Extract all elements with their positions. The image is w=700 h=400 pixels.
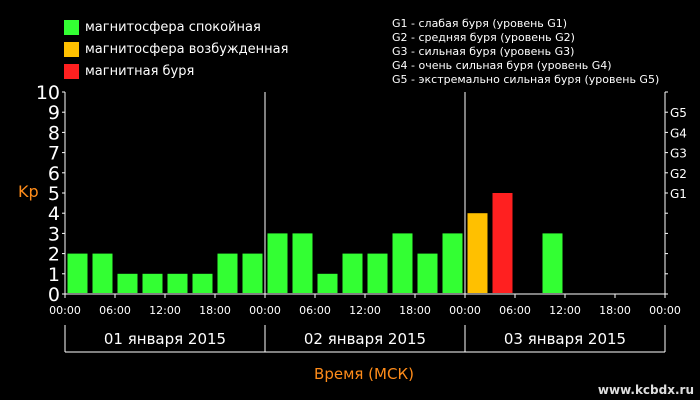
day-label: 02 января 2015 <box>304 330 426 348</box>
kp-bar <box>92 253 113 293</box>
kp-bar <box>167 273 188 293</box>
x-tick-label: 12:00 <box>149 304 181 317</box>
x-tick-label: 06:00 <box>99 304 131 317</box>
x-tick-label: 00:00 <box>649 304 681 317</box>
y-tick-label: 9 <box>48 102 60 124</box>
g-level-labels: G1 G2 G3 G4 G5 <box>670 106 687 201</box>
g-legend-item: G4 - очень сильная буря (уровень G4) <box>392 59 612 72</box>
kp-bar <box>467 213 488 293</box>
kp-bar <box>267 233 288 293</box>
x-axis-title: Время (МСК) <box>314 365 414 383</box>
g-legend-item: G1 - слабая буря (уровень G1) <box>392 17 568 30</box>
y-tick-label: 3 <box>48 223 60 245</box>
kp-bar <box>67 253 88 293</box>
legend-swatch <box>64 63 79 79</box>
legend-label: магнитосфера спокойная <box>85 19 261 35</box>
y-tick-label: 0 <box>48 284 60 306</box>
y-tick-label: 8 <box>48 122 60 144</box>
legend-item-storm: магнитная буря <box>64 60 288 82</box>
x-tick-label: 06:00 <box>299 304 331 317</box>
kp-bar <box>492 193 513 293</box>
kp-bar <box>142 273 163 293</box>
y-axis-title: Kp <box>18 182 39 201</box>
g-legend-item: G5 - экстремально сильная буря (уровень … <box>392 73 660 86</box>
kp-bar <box>342 253 363 293</box>
x-tick-label: 06:00 <box>499 304 531 317</box>
y-tick-label: 5 <box>48 183 60 205</box>
y-tick-label: 1 <box>48 264 60 286</box>
day-labels: 01 января 2015 02 января 2015 03 января 20… <box>104 330 626 348</box>
kp-bar <box>217 253 238 293</box>
x-tick-label: 00:00 <box>449 304 481 317</box>
y-tick-label: 10 <box>36 82 60 104</box>
legend-swatch <box>64 19 79 35</box>
kp-bar <box>542 233 563 293</box>
g-level-label: G3 <box>670 147 687 161</box>
kp-bar <box>392 233 413 293</box>
g-level-label: G5 <box>670 106 687 120</box>
watermark: www.kcbdx.ru <box>597 383 694 397</box>
day-label: 03 января 2015 <box>504 330 626 348</box>
kp-bar <box>367 253 388 293</box>
kp-bar <box>442 233 463 293</box>
y-tick-label: 7 <box>48 143 60 165</box>
chart-axes <box>62 91 668 353</box>
kp-bar <box>117 273 138 293</box>
x-tick-label: 18:00 <box>599 304 631 317</box>
day-label: 01 января 2015 <box>104 330 226 348</box>
legend-item-quiet: магнитосфера спокойная <box>64 16 288 38</box>
legend-label: магнитная буря <box>85 63 195 79</box>
legend-item-active: магнитосфера возбужденная <box>64 38 288 60</box>
kp-bar <box>417 253 438 293</box>
x-tick-label: 12:00 <box>349 304 381 317</box>
g-level-label: G1 <box>670 187 687 201</box>
x-tick-labels: 00:00 06:00 12:00 18:00 00:00 06:00 12:00 18:00… <box>49 304 681 317</box>
g-level-label: G4 <box>670 126 687 140</box>
color-legend: магнитосфера спокойная магнитосфера возб… <box>64 16 288 82</box>
x-tick-label: 18:00 <box>399 304 431 317</box>
kp-bar <box>242 253 263 293</box>
x-tick-label: 12:00 <box>549 304 581 317</box>
g-scale-legend: G1 - слабая буря (уровень G1) G2 - средн… <box>392 17 659 87</box>
y-tick-label: 2 <box>48 244 60 266</box>
x-tick-label: 00:00 <box>49 304 81 317</box>
x-tick-label: 00:00 <box>249 304 281 317</box>
legend-label: магнитосфера возбужденная <box>85 41 289 57</box>
chart-bars <box>67 193 563 293</box>
g-legend-item: G3 - сильная буря (уровень G3) <box>392 45 575 58</box>
kp-bar <box>292 233 313 293</box>
x-tick-label: 18:00 <box>199 304 231 317</box>
g-level-label: G2 <box>670 167 687 181</box>
g-legend-item: G2 - средняя буря (уровень G2) <box>392 31 575 44</box>
y-tick-label: 6 <box>48 163 60 185</box>
legend-swatch <box>64 41 79 57</box>
kp-bar <box>192 273 213 293</box>
kp-bar <box>317 273 338 293</box>
y-tick-label: 4 <box>48 203 60 225</box>
